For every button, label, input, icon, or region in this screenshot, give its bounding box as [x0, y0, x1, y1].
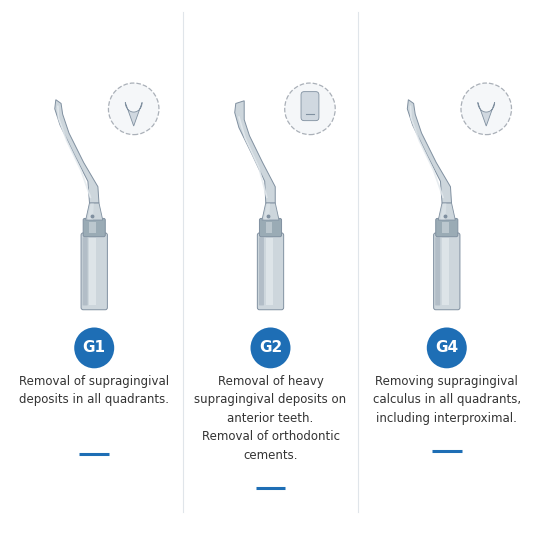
Polygon shape	[440, 204, 447, 219]
Text: G1: G1	[83, 340, 106, 355]
Circle shape	[109, 83, 159, 134]
Circle shape	[461, 83, 511, 134]
Text: G2: G2	[259, 340, 282, 355]
Polygon shape	[86, 203, 103, 220]
Text: Removing supragingival
calculus in all quadrants,
including interproximal.: Removing supragingival calculus in all q…	[373, 375, 521, 425]
Polygon shape	[125, 103, 142, 126]
Polygon shape	[264, 204, 270, 219]
FancyBboxPatch shape	[436, 218, 458, 237]
Bar	[266, 221, 272, 233]
Circle shape	[427, 327, 467, 368]
Polygon shape	[88, 204, 94, 219]
Bar	[266, 238, 273, 305]
Polygon shape	[438, 203, 455, 220]
Bar	[89, 238, 97, 305]
FancyBboxPatch shape	[301, 92, 319, 120]
Bar	[442, 238, 449, 305]
Polygon shape	[55, 100, 99, 203]
Polygon shape	[407, 100, 451, 203]
Polygon shape	[262, 203, 279, 220]
Circle shape	[285, 83, 335, 134]
Circle shape	[251, 327, 291, 368]
FancyBboxPatch shape	[81, 233, 107, 310]
Bar	[442, 221, 449, 233]
Polygon shape	[478, 103, 495, 126]
FancyBboxPatch shape	[258, 233, 284, 310]
FancyBboxPatch shape	[83, 237, 87, 306]
Polygon shape	[235, 101, 275, 203]
Circle shape	[74, 327, 114, 368]
Text: Removal of heavy
supragingival deposits on
anterior teeth.
Removal of orthodonti: Removal of heavy supragingival deposits …	[194, 375, 347, 462]
Bar	[90, 221, 96, 233]
FancyBboxPatch shape	[434, 233, 460, 310]
FancyBboxPatch shape	[259, 237, 264, 306]
FancyBboxPatch shape	[259, 218, 281, 237]
Text: G4: G4	[435, 340, 458, 355]
Text: Removal of supragingival
deposits in all quadrants.: Removal of supragingival deposits in all…	[19, 375, 169, 406]
FancyBboxPatch shape	[435, 237, 440, 306]
FancyBboxPatch shape	[83, 218, 105, 237]
